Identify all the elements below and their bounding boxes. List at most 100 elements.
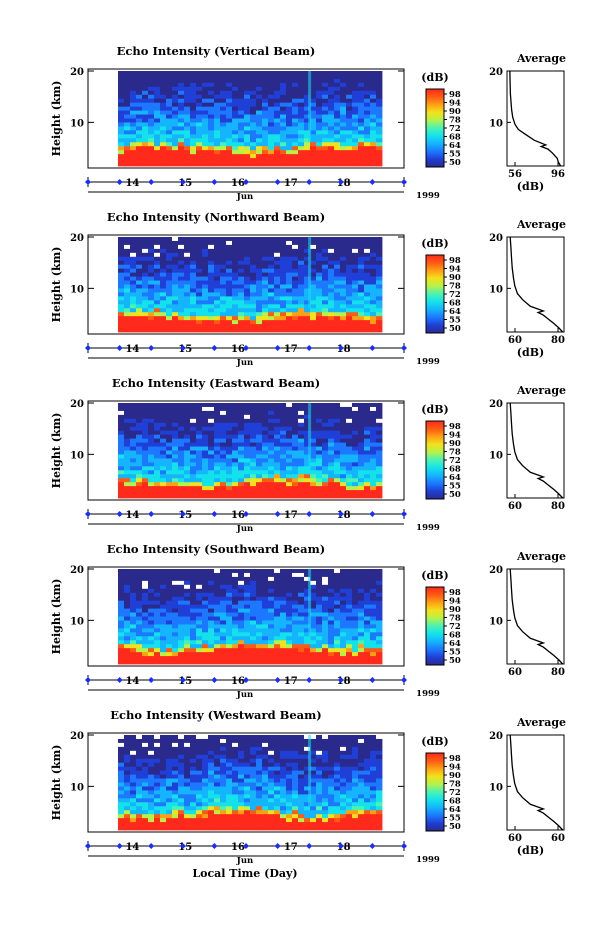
heatmap-cell xyxy=(304,308,311,313)
heatmap-cell xyxy=(184,280,191,285)
heatmap-cell xyxy=(196,430,203,436)
heatmap-cell xyxy=(148,426,155,432)
heatmap-cell xyxy=(316,110,323,115)
heatmap-cell xyxy=(130,486,137,491)
y-tick-label: 10 xyxy=(70,284,84,295)
heatmap-cell xyxy=(196,592,203,598)
heatmap-cell xyxy=(160,312,167,317)
heatmap-cell xyxy=(358,470,365,475)
heatmap-cell xyxy=(154,260,161,266)
heatmap-cell xyxy=(154,494,161,499)
heatmap-cell xyxy=(226,652,233,657)
heatmap-cell xyxy=(280,320,287,325)
heatmap-cell xyxy=(256,300,263,305)
heatmap-cell xyxy=(124,138,131,143)
heatmap-cell xyxy=(358,260,365,266)
heatmap-cell xyxy=(214,146,221,151)
heatmap-cell xyxy=(118,802,125,807)
heatmap-cell xyxy=(190,316,197,321)
heatmap-cell xyxy=(292,268,299,274)
heatmap-cell xyxy=(226,782,233,787)
heatmap-cell xyxy=(208,304,215,309)
heatmap-cell xyxy=(316,644,323,649)
time-marker xyxy=(211,677,218,683)
heatmap-cell xyxy=(370,106,377,111)
heatmap-cell xyxy=(226,90,233,96)
heatmap-cell xyxy=(328,268,335,274)
heatmap-cell xyxy=(292,482,299,487)
heatmap-cell xyxy=(208,814,215,819)
heatmap-cell xyxy=(292,608,299,613)
heatmap-cell xyxy=(208,308,215,313)
heatmap-cell xyxy=(208,608,215,613)
heatmap-cell xyxy=(250,312,257,317)
heatmap-cell xyxy=(232,406,239,412)
heatmap-cell xyxy=(226,316,233,321)
heatmap-cell xyxy=(130,494,137,499)
y-tick-label: 10 xyxy=(70,118,84,129)
heatmap-cell xyxy=(124,600,131,606)
heatmap-cell xyxy=(214,272,221,277)
heatmap-cell xyxy=(136,138,143,143)
heatmap-cell xyxy=(238,652,245,657)
heatmap-cell xyxy=(364,620,371,625)
heatmap-cell xyxy=(172,434,179,440)
day-tick-label: 14 xyxy=(125,344,139,355)
heatmap-cell xyxy=(118,244,125,250)
heatmap-cell xyxy=(346,620,353,625)
heatmap-cell xyxy=(256,462,263,467)
heatmap-cell xyxy=(160,746,167,752)
heatmap-cell xyxy=(160,78,167,84)
heatmap-cell xyxy=(160,110,167,115)
heatmap-cell xyxy=(280,74,287,80)
heatmap-cell xyxy=(244,102,251,108)
heatmap-cell xyxy=(304,86,311,92)
heatmap-cell xyxy=(232,292,239,297)
heatmap-cell xyxy=(262,438,269,443)
heatmap-cell xyxy=(370,320,377,325)
heatmap-cell xyxy=(178,588,185,594)
heatmap-cell xyxy=(262,580,269,586)
heatmap-cell xyxy=(280,636,287,641)
heatmap-cell xyxy=(244,656,251,661)
heatmap-cell xyxy=(172,284,179,289)
heatmap-cell xyxy=(376,284,383,289)
heatmap-cell xyxy=(310,434,317,440)
heatmap-cell xyxy=(238,86,245,92)
heatmap-cell xyxy=(346,276,353,281)
heatmap-cell xyxy=(250,71,257,76)
heatmap-cell xyxy=(184,766,191,772)
heatmap-cell xyxy=(334,296,341,301)
heatmap-cell xyxy=(322,422,329,428)
heatmap-cell xyxy=(172,494,179,499)
heatmap-cell xyxy=(274,600,281,606)
heatmap-cell xyxy=(148,632,155,637)
heatmap-cell xyxy=(298,74,305,80)
heatmap-cell xyxy=(190,240,197,246)
heatmap-cell xyxy=(304,296,311,301)
heatmap-cell xyxy=(226,660,233,665)
heatmap-cell xyxy=(154,616,161,621)
heatmap-cell xyxy=(238,782,245,787)
heatmap-cell xyxy=(208,826,215,831)
year-label: 1999 xyxy=(416,191,440,201)
heatmap-cell xyxy=(364,442,371,447)
heatmap-cell xyxy=(274,454,281,459)
heatmap-cell xyxy=(208,762,215,768)
heatmap-cell xyxy=(202,588,209,594)
heatmap-cell xyxy=(346,102,353,108)
heatmap-cell xyxy=(244,248,251,254)
heatmap-cell xyxy=(352,466,359,471)
heatmap-cell xyxy=(214,328,221,333)
heatmap-cell xyxy=(202,620,209,625)
heatmap-cell xyxy=(274,272,281,277)
heatmap-cell xyxy=(238,126,245,131)
heatmap-cell xyxy=(310,78,317,84)
heatmap-cell xyxy=(178,648,185,653)
heatmap-cell xyxy=(274,320,281,325)
heatmap-cell xyxy=(142,584,149,590)
heatmap-cell xyxy=(184,652,191,657)
heatmap-cell xyxy=(190,71,197,76)
heatmap-cell xyxy=(304,470,311,475)
heatmap-cell xyxy=(364,632,371,637)
